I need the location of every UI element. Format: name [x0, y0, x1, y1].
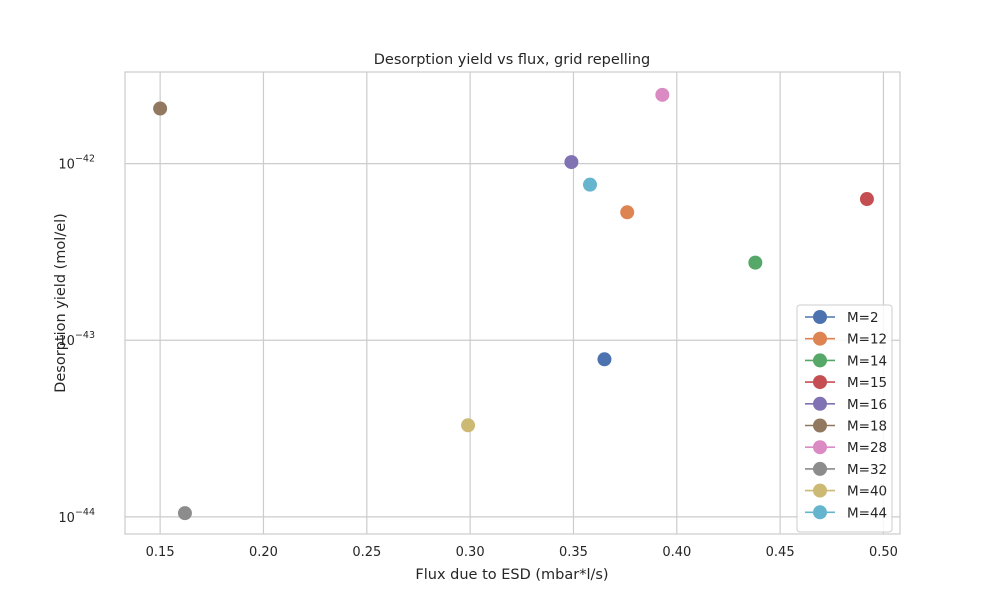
- legend-label: M=16: [847, 397, 887, 413]
- data-point: [177, 506, 192, 521]
- y-axis-ticks: 10−44 10−43 10−42: [58, 154, 95, 526]
- y-tick-label: 10−43: [58, 330, 95, 349]
- data-point: [597, 352, 612, 367]
- data-point: [620, 205, 635, 220]
- data-point: [564, 155, 579, 170]
- x-axis-label: Flux due to ESD (mbar*l/s): [415, 567, 608, 583]
- legend-label: M=18: [847, 419, 887, 435]
- legend-label: M=44: [847, 505, 887, 521]
- y-axis-label: Desorption yield (mol/el): [53, 213, 69, 393]
- data-points: [153, 87, 874, 521]
- data-point: [583, 177, 597, 192]
- legend-marker: [813, 461, 827, 476]
- data-point: [859, 192, 874, 207]
- legend-label: M=28: [847, 440, 887, 456]
- legend-label: M=2: [847, 310, 879, 326]
- data-point: [655, 87, 670, 102]
- legend-marker: [813, 440, 827, 455]
- data-point: [153, 101, 168, 116]
- legend-marker: [813, 483, 827, 498]
- x-axis-ticks: 0.15 0.20 0.25 0.30 0.35 0.40 0.45 0.50: [146, 545, 898, 560]
- x-tick-label: 0.25: [352, 545, 381, 560]
- x-tick-label: 0.15: [146, 545, 175, 560]
- legend-label: M=15: [847, 375, 887, 391]
- x-tick-label: 0.30: [456, 545, 485, 560]
- legend-marker: [813, 353, 827, 368]
- grid-lines: [125, 72, 900, 534]
- y-tick-label: 10−42: [58, 154, 95, 173]
- legend-label: M=32: [847, 462, 887, 478]
- legend-label: M=14: [847, 353, 887, 369]
- legend-label: M=40: [847, 484, 887, 500]
- legend-marker: [813, 375, 827, 390]
- data-point: [461, 418, 476, 433]
- legend-marker: [813, 396, 827, 411]
- legend-marker: [813, 505, 827, 520]
- legend-label: M=12: [847, 332, 887, 348]
- legend: M=2 M=12 M=14 M=15 M=16 M=18 M=28 M=32 M=40 M=44: [796, 304, 893, 533]
- plot-frame: [124, 71, 901, 535]
- x-tick-label: 0.50: [869, 545, 898, 560]
- data-point: [748, 255, 763, 270]
- y-tick-label: 10−44: [58, 507, 95, 526]
- x-tick-label: 0.20: [249, 545, 278, 560]
- x-tick-label: 0.45: [766, 545, 795, 560]
- legend-marker: [813, 418, 827, 433]
- x-tick-label: 0.35: [559, 545, 588, 560]
- legend-marker: [813, 331, 827, 346]
- legend-marker: [813, 310, 827, 324]
- chart-title: Desorption yield vs flux, grid repelling: [374, 52, 650, 68]
- x-tick-label: 0.40: [662, 545, 691, 560]
